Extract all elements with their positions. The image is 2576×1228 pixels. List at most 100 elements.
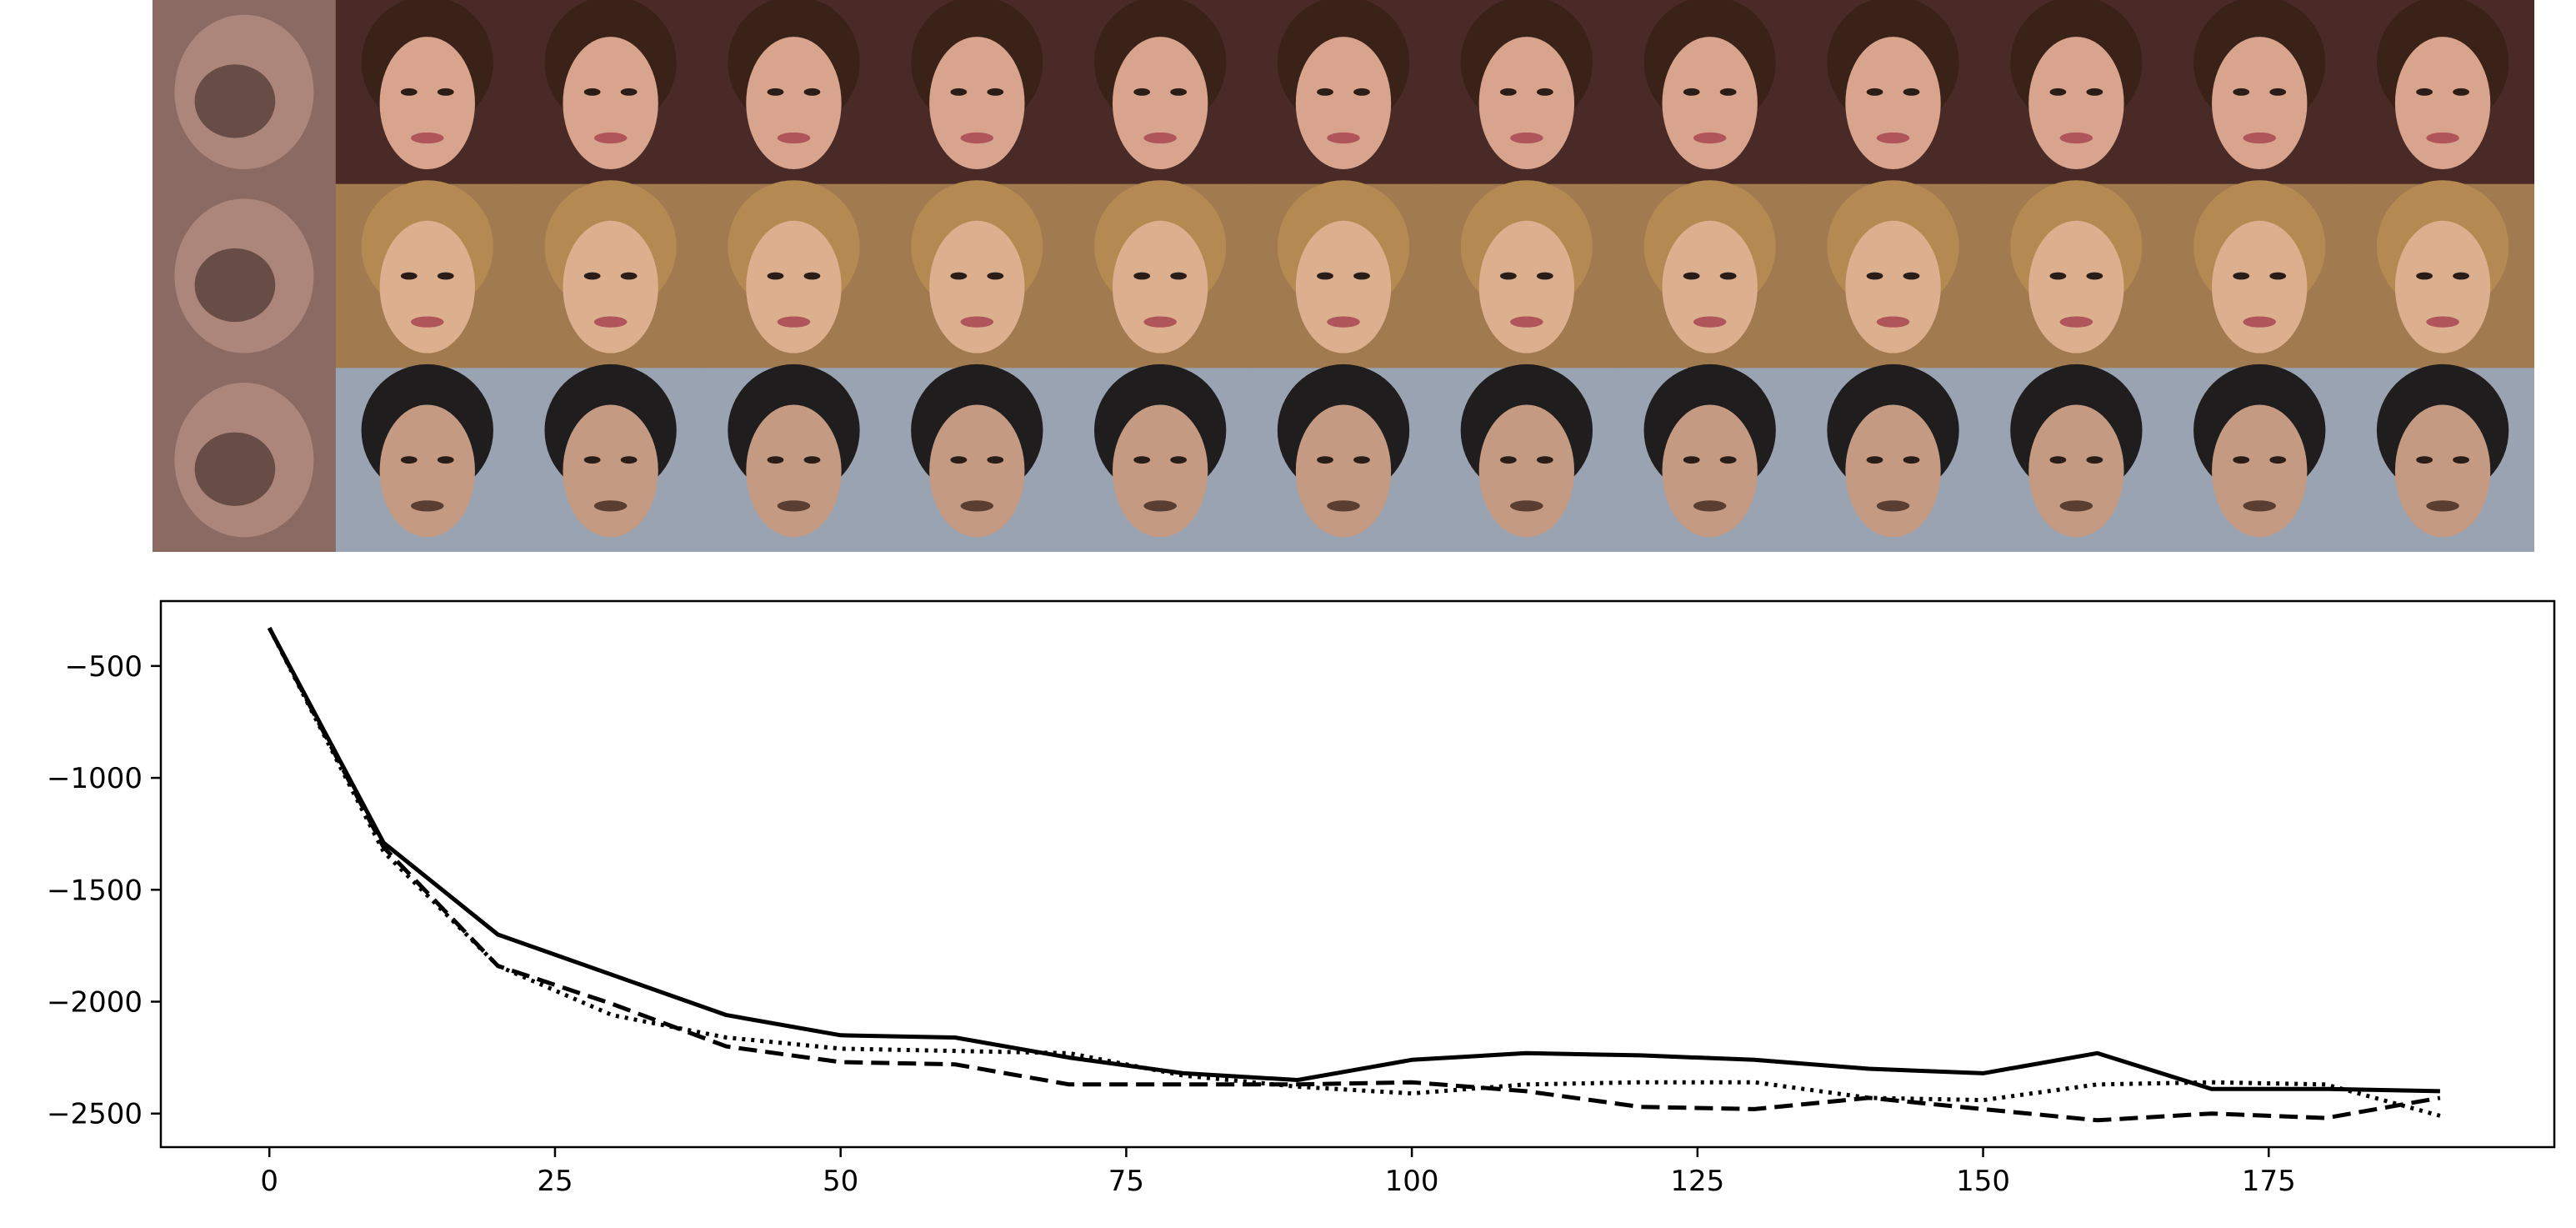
left-eye [400,456,418,464]
face-image [2351,180,2534,368]
face [1478,404,1575,538]
mouth [410,500,444,512]
x-tick-label: 25 [537,1165,573,1198]
right-eye [1536,456,1553,464]
left-eye [583,272,601,280]
face-image [335,363,520,552]
face [1662,37,1758,170]
right-eye [2269,456,2287,464]
right-eye [2269,272,2287,280]
face [1662,220,1758,353]
face [1295,404,1392,538]
face [2212,220,2308,353]
mouth [777,316,811,328]
left-eye [2049,456,2067,464]
face-image [153,368,337,552]
face-interpolation-grid [153,0,2534,552]
left-eye [2049,272,2067,280]
right-eye [1536,272,1553,280]
face-image [2351,0,2534,185]
right-eye [987,88,1004,96]
mouth [2426,132,2459,144]
left-eye [950,88,968,96]
mouth [960,316,994,328]
face [1845,404,1941,538]
left-eye [2416,456,2433,464]
right-eye [803,272,821,280]
plot-frame [159,599,2556,1149]
y-tick-label: −1500 [47,874,143,907]
right-eye [803,88,821,96]
face-image [153,183,337,368]
right-eye [437,456,454,464]
mouth [1143,500,1177,512]
face [746,37,842,170]
x-tick-label: 75 [1108,1165,1144,1198]
left-eye [1499,456,1517,464]
face [1295,37,1392,170]
mouth [1693,500,1727,512]
face [379,404,475,538]
face-image [885,180,1069,368]
face [1112,404,1208,538]
face-image [1434,180,1619,368]
face-image [1434,0,1619,185]
face [929,37,1025,170]
mouth [410,132,444,144]
right-eye [620,272,638,280]
left-eye [1683,88,1700,96]
face-image [1252,180,1436,368]
face-image [2168,363,2352,552]
x-tick-label: 125 [1670,1165,1724,1198]
right-eye [620,456,638,464]
mouth [1693,316,1727,328]
left-eye [1133,272,1151,280]
face [1662,404,1758,538]
y-tick-label: −2000 [47,986,143,1020]
mouth [1143,132,1177,144]
series-line-dotted [267,627,2441,1118]
mouth [2059,316,2093,328]
left-eye [1499,88,1517,96]
y-tick-label: −1000 [47,762,143,795]
x-tick-label: 0 [260,1165,278,1198]
face [1845,220,1941,353]
right-eye [987,272,1004,280]
mouth [1693,132,1727,144]
face-image [2351,363,2534,552]
right-eye [1170,88,1188,96]
left-eye [1866,272,1883,280]
right-eye [1353,88,1370,96]
face [2028,404,2124,538]
face-image [1068,0,1253,185]
face [379,220,475,353]
right-eye [2453,88,2469,96]
face-image [702,180,886,368]
mouth [1327,132,1360,144]
left-eye [1133,456,1151,464]
right-eye [437,88,454,96]
mouth [1327,500,1360,512]
face [929,404,1025,538]
left-eye [2416,272,2433,280]
series-line-dashed [267,627,2441,1123]
left-eye [583,88,601,96]
right-eye [1170,456,1188,464]
right-eye [2453,456,2469,464]
left-eye [2233,272,2250,280]
mouth [1510,132,1543,144]
left-eye [2233,456,2250,464]
mouth [2243,132,2277,144]
left-eye [950,456,968,464]
right-eye [1536,88,1553,96]
right-eye [2086,88,2103,96]
left-eye [400,88,418,96]
face [1295,220,1392,353]
right-eye [803,456,821,464]
face-image [2168,180,2352,368]
face [2394,220,2491,353]
face-image [1068,180,1253,368]
mouth [1510,500,1543,512]
face [746,220,842,353]
